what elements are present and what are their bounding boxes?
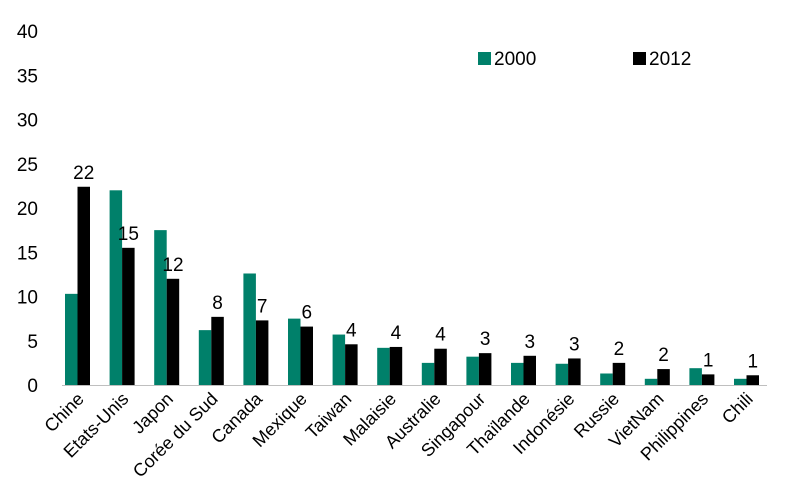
legend-swatch-2012 [633, 52, 646, 65]
data-label: 4 [435, 325, 446, 346]
data-label: 12 [162, 255, 183, 276]
y-tick-label: 40 [17, 22, 38, 43]
y-tick-label: 30 [17, 111, 38, 132]
bar-2012 [255, 320, 269, 385]
y-tick-label: 15 [17, 243, 38, 264]
bar-2000 [109, 190, 123, 385]
bar-2012 [300, 326, 313, 385]
data-label: 2 [658, 345, 669, 366]
data-label: 6 [301, 303, 312, 324]
data-label: 3 [480, 329, 491, 350]
bar-2012 [389, 346, 403, 385]
y-tick-label: 0 [27, 376, 38, 397]
bar-2000 [198, 330, 212, 385]
data-label: 15 [118, 224, 139, 245]
data-label: 1 [747, 351, 758, 372]
y-tick-label: 35 [17, 66, 38, 87]
bar-2012 [746, 375, 759, 385]
bar-2012 [345, 344, 358, 385]
bar-2012 [166, 278, 180, 385]
bar-2000 [65, 293, 78, 385]
y-tick-label: 10 [17, 288, 38, 309]
data-label: 4 [391, 323, 402, 344]
bar-2012 [612, 362, 626, 385]
bar-2012 [657, 369, 670, 385]
legend: 2000 2012 [478, 49, 691, 70]
y-tick-label: 20 [17, 199, 38, 220]
data-label: 22 [73, 163, 94, 184]
bar-2000 [332, 334, 346, 385]
bar-2000 [377, 347, 390, 385]
data-label: 7 [257, 296, 268, 317]
y-tick-label: 5 [27, 332, 38, 353]
data-label: 4 [346, 320, 357, 341]
data-label: 3 [569, 334, 580, 355]
data-label: 2 [614, 339, 625, 360]
data-label: 8 [212, 293, 223, 314]
bar-2000 [243, 273, 256, 385]
y-axis: 0 5 10 15 20 25 30 35 40 [17, 22, 38, 397]
bar-2012 [568, 358, 581, 385]
bar-2012 [122, 247, 135, 385]
bar-2012 [478, 353, 492, 385]
bar-2000 [421, 362, 435, 385]
legend-label: 2012 [649, 49, 691, 70]
bars-group [65, 186, 759, 385]
bar-2012 [701, 374, 715, 385]
bar-2012 [434, 348, 447, 385]
bar-2012 [523, 355, 536, 385]
bar-2000 [734, 378, 747, 385]
data-label: 1 [703, 350, 714, 371]
data-label: 3 [524, 332, 535, 353]
y-tick-label: 25 [17, 155, 38, 176]
bar-2000 [555, 363, 569, 385]
legend-swatch-2000 [478, 52, 491, 65]
bar-2000 [466, 356, 479, 385]
bar-2000 [600, 373, 613, 385]
bar-2000 [644, 378, 658, 385]
bar-2012 [211, 316, 224, 385]
bar-2012 [77, 186, 90, 385]
category-label: Chili [718, 389, 757, 428]
bar-2000 [689, 368, 702, 385]
bar-2000 [288, 318, 301, 385]
legend-label: 2000 [494, 49, 536, 70]
bar-2000 [511, 362, 524, 385]
bar-2000 [154, 230, 167, 385]
